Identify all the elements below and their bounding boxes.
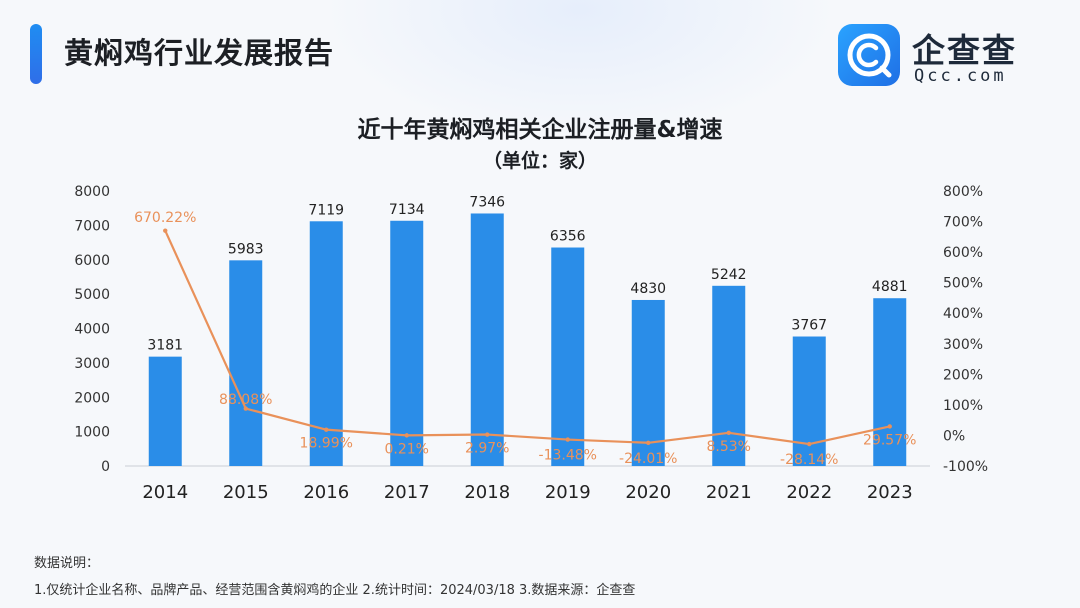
bar-value-label: 7346 (469, 194, 505, 210)
growth-value-label: -13.48% (539, 448, 597, 464)
y-right-tick-label: 100% (943, 398, 983, 414)
growth-point-2016 (324, 427, 329, 432)
notes-heading: 数据说明： (34, 556, 100, 571)
growth-value-label: -28.14% (780, 452, 838, 468)
y-right-tick-label: 700% (943, 215, 983, 231)
y-left-tick-label: 0 (101, 459, 110, 475)
y-left-tick-label: 5000 (74, 287, 110, 303)
y-left-tick-label: 2000 (74, 390, 110, 406)
bar-2019 (551, 247, 585, 466)
x-tick-label: 2018 (464, 482, 510, 503)
bar-2021 (712, 285, 746, 466)
y-right-tick-label: 200% (943, 367, 983, 383)
bar-value-label: 4830 (630, 281, 666, 297)
y-left-tick-label: 7000 (74, 218, 110, 234)
growth-point-2019 (565, 437, 570, 442)
growth-point-2015 (243, 406, 248, 411)
x-tick-label: 2015 (223, 482, 269, 503)
bar-value-label: 4881 (872, 279, 908, 295)
growth-point-2018 (485, 432, 490, 437)
bar-value-label: 3767 (791, 318, 827, 334)
data-notes: 数据说明： 1.仅统计企业名称、品牌产品、经营范围含黄焖鸡的企业 2.统计时间：… (34, 550, 635, 604)
bar-value-label: 5983 (228, 241, 264, 257)
bar-value-label: 6356 (550, 229, 586, 245)
bar-2018 (470, 213, 504, 466)
brand-name: 企查查 (912, 31, 1017, 70)
growth-rate-line (164, 230, 890, 446)
y-left-tick-label: 6000 (74, 253, 110, 269)
brand-domain: Qcc.com (914, 66, 1007, 86)
y-right-tick-label: 600% (943, 245, 983, 261)
y-right-tick-label: 800% (943, 184, 983, 200)
chart-subtitle: （单位：家） (482, 150, 597, 172)
bar-value-label: 5242 (711, 267, 747, 283)
x-tick-label: 2022 (786, 482, 832, 503)
y-right-tick-label: 500% (943, 276, 983, 292)
growth-value-label: -24.01% (619, 451, 677, 467)
x-tick-label: 2019 (545, 482, 591, 503)
y-left-tick-label: 4000 (74, 322, 110, 338)
growth-point-2023 (887, 424, 892, 429)
bar-2022 (792, 336, 826, 466)
qcc-logo-icon (838, 24, 900, 86)
y-left-tick-label: 1000 (74, 425, 110, 441)
x-tick-label: 2016 (303, 482, 349, 503)
growth-value-label: 670.22% (134, 210, 196, 226)
growth-value-label: 29.57% (863, 432, 916, 448)
bar-2015 (229, 260, 263, 466)
y-right-tick-label: 400% (943, 306, 983, 322)
bar-value-label: 3181 (147, 338, 183, 354)
chart-title: 近十年黄焖鸡相关企业注册量&增速 (357, 117, 723, 143)
y-left-tick-label: 8000 (74, 184, 110, 200)
bar-2017 (390, 220, 424, 466)
x-tick-label: 2014 (142, 482, 188, 503)
growth-value-label: 18.99% (300, 436, 353, 452)
y-left-tick-label: 3000 (74, 356, 110, 372)
growth-value-label: 0.21% (385, 441, 429, 457)
bar-2020 (631, 299, 665, 466)
y-right-tick-label: 300% (943, 337, 983, 353)
growth-point-2020 (646, 440, 651, 445)
bar-value-label: 7134 (389, 202, 425, 218)
growth-value-label: 88.08% (219, 392, 272, 408)
growth-value-label: 8.53% (707, 439, 751, 455)
y-right-tick-label: 0% (943, 428, 965, 444)
bar-value-label: 7119 (308, 202, 344, 218)
y-right-tick-label: -100% (943, 459, 988, 475)
x-tick-label: 2023 (867, 482, 913, 503)
x-tick-label: 2020 (625, 482, 671, 503)
growth-point-2021 (726, 430, 731, 436)
growth-point-2017 (404, 433, 409, 438)
x-tick-label: 2021 (706, 482, 752, 503)
bar-2023 (873, 298, 907, 466)
notes-line: 1.仅统计企业名称、品牌产品、经营范围含黄焖鸡的企业 2.统计时间：2024/0… (34, 583, 636, 598)
brand-logo: 企查查 Qcc.com (838, 24, 1048, 88)
report-title: 黄焖鸡行业发展报告 (64, 36, 335, 70)
title-accent-bar (30, 24, 42, 84)
growth-value-label: 2.97% (465, 441, 509, 457)
bar-2014 (148, 356, 182, 466)
bar-2016 (309, 221, 343, 466)
x-tick-label: 2017 (384, 482, 430, 503)
growth-point-2014 (163, 228, 168, 233)
growth-point-2022 (807, 441, 812, 447)
